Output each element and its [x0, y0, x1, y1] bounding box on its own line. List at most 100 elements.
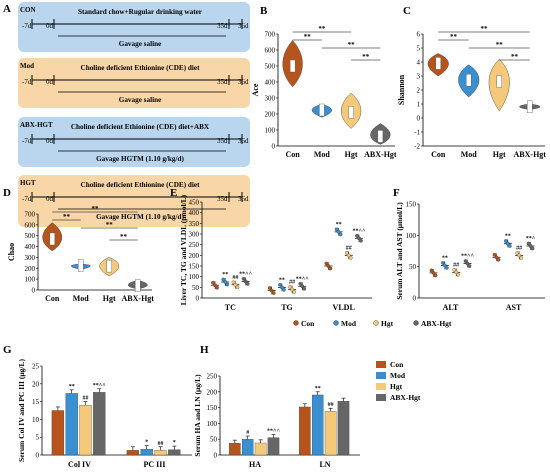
- sig-label: *: [173, 440, 176, 446]
- data-point-Con: [326, 264, 331, 268]
- label-end: 35d: [217, 78, 228, 86]
- data-point-Hgt: [292, 290, 296, 294]
- y-axis-label: Ace: [251, 83, 260, 96]
- x-tick-label: Hgt: [345, 150, 358, 159]
- data-point-Mod: [440, 261, 445, 265]
- y-tick-label: 200: [189, 252, 200, 260]
- data-point-Mod: [505, 241, 510, 246]
- label-zero: 0d: [46, 137, 54, 145]
- y-axis-label: Liver TC, TG and VLDL (μmol/L): [179, 194, 188, 305]
- group-box: [18, 117, 250, 167]
- group-name: CON: [20, 6, 36, 14]
- x-tick-label: AST: [506, 303, 522, 312]
- data-point-Hgt: [290, 287, 294, 292]
- y-tick-label: 600: [265, 47, 276, 55]
- data-point-ABX-Hgt: [357, 236, 361, 241]
- bar-chart-G: 0 5 10 15 20 25 Serum Col IV and PC III (μg/L)…: [17, 359, 192, 469]
- data-point-ABX-Hgt: [245, 282, 250, 286]
- bar-Mod: [65, 393, 78, 456]
- data-point-Mod: [338, 232, 343, 237]
- sig-label: **: [120, 233, 128, 241]
- y-tick-label: 100: [25, 276, 36, 284]
- data-point-Mod: [282, 287, 286, 292]
- sig-label: **: [450, 33, 458, 41]
- legend-swatch-Con: [376, 361, 386, 368]
- y-tick-label: 700: [265, 31, 276, 39]
- y-tick-label: 10: [32, 416, 40, 424]
- y-tick-label: 300: [265, 95, 276, 103]
- y-tick-label: 50: [210, 436, 218, 444]
- bar-panels: 0 5 10 15 20 25 Serum Col IV and PC III (μg/L)…: [17, 359, 360, 469]
- violin-box: [466, 73, 472, 87]
- sig-label: **: [511, 53, 519, 61]
- y-axis-label: Serum ALT and AST (μmol/L): [395, 202, 404, 300]
- sig-label: **: [106, 221, 114, 229]
- y-tick-label: 5: [417, 45, 421, 53]
- y-axis-label: Serum Col IV and PC III (μg/L): [17, 359, 26, 462]
- label-start: -7d: [22, 78, 32, 86]
- data-point-Mod: [503, 239, 508, 243]
- label-final: 36d: [238, 78, 249, 86]
- sig-label: **: [318, 25, 326, 33]
- y-tick-label: 0: [36, 452, 40, 460]
- x-tick-label: Mod: [461, 150, 478, 159]
- y-tick-label: 250: [207, 373, 218, 381]
- legend-label: ABX-Hgt: [390, 393, 421, 402]
- bar-ABX-Hgt: [168, 449, 181, 456]
- y-tick-label: 150: [207, 404, 218, 412]
- sig-label: ##: [83, 396, 89, 402]
- y-tick-label: 15: [32, 398, 40, 406]
- sig-label: **^^: [239, 271, 252, 277]
- data-point-Mod: [442, 263, 447, 268]
- data-point-Hgt: [454, 270, 459, 275]
- x-tick-label: Hgt: [493, 150, 506, 159]
- legend-label: Mod: [390, 371, 406, 380]
- data-point-ABX-Hgt: [467, 264, 472, 268]
- group-name: ABX-HGT: [20, 121, 53, 129]
- group-box: [18, 2, 250, 52]
- data-point-Con: [267, 286, 272, 290]
- data-point-ABX-Hgt: [530, 246, 535, 251]
- sig-label: **: [222, 272, 228, 278]
- legend-label: Hgt: [381, 319, 394, 328]
- violin-box: [106, 259, 112, 273]
- data-point-Hgt: [235, 285, 240, 290]
- y-tick-label: 3: [417, 73, 421, 81]
- bar-ABX-Hgt: [337, 401, 350, 456]
- data-point-Hgt: [344, 250, 349, 255]
- x-tick-label: ABX-Hgt: [122, 294, 155, 303]
- data-point-ABX-Hgt: [528, 244, 533, 248]
- label-start: -7d: [22, 22, 32, 30]
- legend-label: Mod: [341, 319, 357, 328]
- gavage-label: Gavage saline: [119, 96, 162, 104]
- data-point-Con: [328, 266, 333, 271]
- data-point-Hgt: [517, 253, 522, 258]
- x-tick-label: LN: [319, 460, 330, 469]
- x-tick-label: ABX-Hgt: [364, 150, 397, 159]
- y-tick-label: 100: [406, 232, 417, 240]
- bar-chart-H: 0 50 100 150 200 250 Serum HA and LN (μg/L) HA #…: [193, 373, 360, 469]
- legend-marker-ABX-Hgt: [413, 320, 419, 326]
- y-tick-label: 100: [265, 127, 276, 135]
- data-point-ABX-Hgt: [526, 241, 531, 246]
- y-tick-label: 500: [265, 63, 276, 71]
- y-tick-label: 200: [207, 388, 218, 396]
- y-axis-label: Chao: [7, 243, 16, 261]
- group-box: [18, 58, 250, 108]
- y-tick-label: 400: [265, 79, 276, 87]
- sig-label: #: [246, 430, 249, 436]
- group-box: [18, 175, 250, 227]
- sig-label: **: [92, 205, 100, 213]
- violin-box: [496, 75, 502, 88]
- legend-swatch-Hgt: [376, 383, 386, 390]
- diet-label: Standard chow+Rugular drinking water: [78, 8, 203, 16]
- data-point-Mod: [334, 227, 339, 232]
- sig-label: ##: [516, 245, 522, 251]
- label-end: 35d: [217, 22, 228, 30]
- y-tick-label: 700: [25, 211, 36, 219]
- violin-box: [135, 279, 141, 292]
